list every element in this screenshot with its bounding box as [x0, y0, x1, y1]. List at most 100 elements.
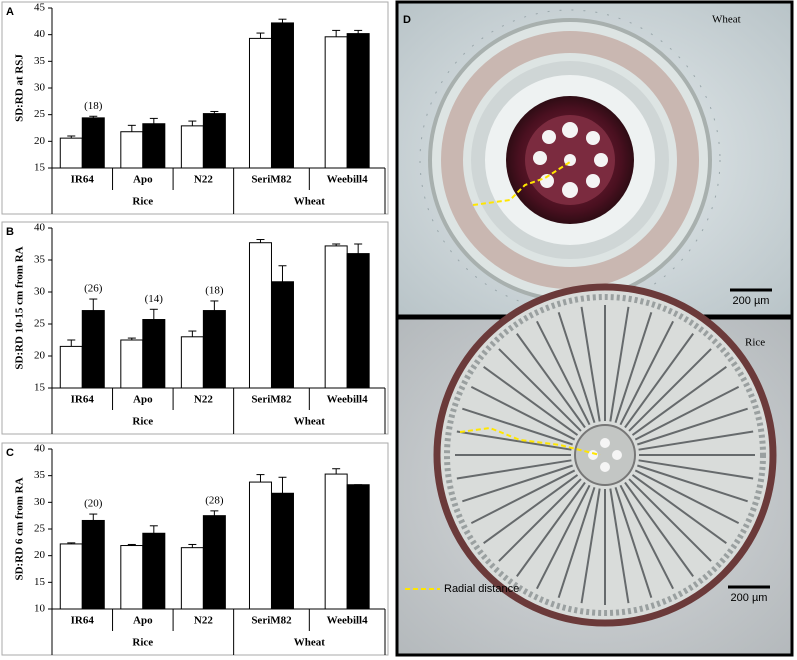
y-tick-label: 40 [34, 28, 46, 40]
bar [202, 310, 226, 389]
y-tick-label: 30 [34, 82, 46, 94]
group-label: Wheat [294, 637, 326, 649]
x-tick-label: Weebill4 [327, 615, 368, 627]
spoke [456, 459, 572, 480]
bar [180, 336, 204, 389]
y-tick-label: 35 [34, 254, 46, 266]
annotation: (20) [84, 498, 103, 510]
x-tick-label: N22 [194, 174, 213, 186]
bar [346, 33, 370, 169]
spoke [631, 366, 727, 436]
y-tick-label: 25 [34, 108, 46, 120]
y-tick-label: 40 [34, 443, 46, 455]
spoke [456, 430, 572, 451]
spoke [462, 464, 573, 503]
y-tick-label: 20 [34, 350, 46, 362]
spoke [516, 481, 586, 577]
x-tick-label: Apo [133, 174, 153, 186]
bar [202, 515, 226, 610]
y-tick-label: 30 [34, 496, 46, 508]
spoke [624, 481, 694, 577]
group-label: Wheat [294, 416, 326, 428]
y-tick-label: 40 [34, 222, 46, 234]
group-label: Rice [132, 196, 153, 208]
spoke [516, 333, 586, 429]
spoke [614, 487, 653, 598]
annotation: (28) [205, 494, 224, 506]
spoke [624, 333, 694, 429]
spoke [631, 474, 727, 544]
bar [270, 492, 294, 610]
y-tick-label: 25 [34, 523, 46, 535]
scale-label: 200 µm [731, 592, 768, 604]
legend-label: Radial distance [444, 583, 519, 595]
x-tick-label: N22 [194, 394, 213, 406]
bar [324, 36, 348, 169]
y-axis-label: SD:RD 6 cm from RA [14, 477, 26, 580]
spoke [634, 469, 740, 524]
bar [142, 123, 166, 169]
bar [346, 484, 370, 610]
spoke [557, 487, 596, 598]
annotation: (18) [84, 100, 103, 112]
panel-frame [1, 221, 389, 435]
y-tick-label: 35 [34, 469, 46, 481]
bar [346, 253, 370, 389]
x-tick-label: Apo [133, 615, 153, 627]
x-tick-label: IR64 [71, 394, 95, 406]
bar [202, 113, 226, 169]
bar [180, 125, 204, 169]
scale-label: 200 µm [733, 295, 770, 307]
bar [81, 117, 105, 169]
spoke [470, 386, 576, 441]
group-label: Rice [132, 637, 153, 649]
y-tick-label: 15 [34, 576, 46, 588]
x-tick-label: IR64 [71, 174, 95, 186]
y-tick-label: 20 [34, 549, 46, 561]
bar [324, 245, 348, 389]
spoke [619, 484, 674, 590]
group-label: Wheat [294, 196, 326, 208]
x-tick-label: N22 [194, 615, 213, 627]
x-tick-label: SeriM82 [251, 394, 292, 406]
bar [180, 547, 204, 610]
spoke [536, 320, 591, 426]
spoke [609, 306, 630, 422]
panel-label: B [6, 226, 14, 238]
spoke [483, 366, 579, 436]
panel-label: C [6, 447, 14, 459]
annotation: (18) [205, 284, 224, 296]
bar [120, 545, 144, 610]
bar [59, 345, 83, 389]
spoke [628, 348, 712, 432]
bar [248, 481, 272, 610]
x-tick-label: Weebill4 [327, 174, 368, 186]
spoke [462, 407, 573, 446]
bar [81, 519, 105, 610]
spoke [638, 459, 754, 480]
y-tick-label: 35 [34, 55, 46, 67]
spoke [498, 348, 582, 432]
x-tick-label: SeriM82 [251, 615, 292, 627]
x-tick-label: SeriM82 [251, 174, 292, 186]
spoke [637, 407, 748, 446]
spoke [609, 488, 630, 604]
bar [120, 131, 144, 169]
spoke [580, 488, 601, 604]
y-tick-label: 10 [34, 603, 46, 615]
panel-label: D [403, 14, 411, 26]
bar [248, 242, 272, 389]
image-label: Wheat [712, 14, 741, 26]
spoke [614, 312, 653, 423]
spoke [619, 320, 674, 426]
y-tick-label: 30 [34, 286, 46, 298]
bar [270, 22, 294, 169]
y-tick-label: 20 [34, 135, 46, 147]
bar [59, 137, 83, 169]
bar [142, 532, 166, 610]
bar [248, 37, 272, 169]
spoke [628, 478, 712, 562]
rice-micrograph [395, 283, 794, 657]
y-tick-label: 15 [34, 162, 46, 174]
